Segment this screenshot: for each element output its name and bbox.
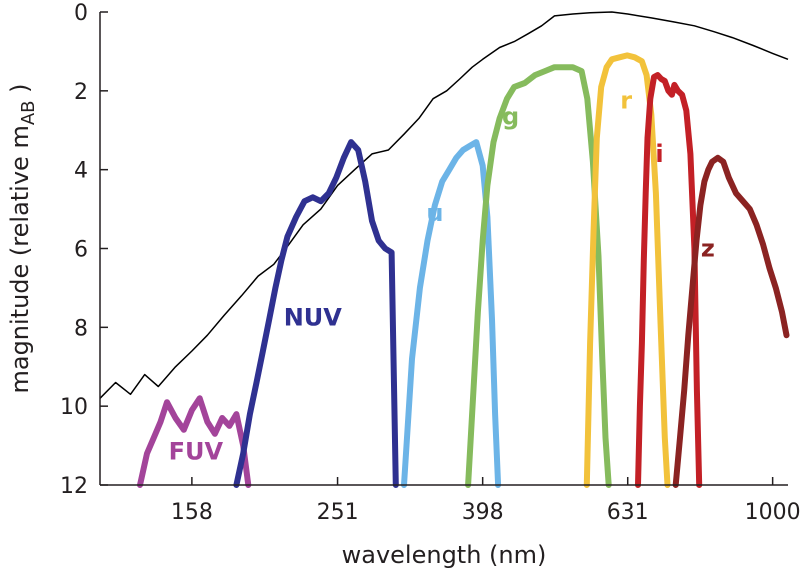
band-label-fuv: FUV [169, 437, 224, 465]
band-label-u: u [426, 199, 443, 227]
series-line-fuv [137, 395, 252, 488]
axes: 158 251 398 631 1000 0 2 4 6 8 10 12 [60, 1, 800, 525]
y-tick-label: 4 [74, 159, 88, 184]
series-line-z [672, 154, 790, 488]
y-tick-label: 12 [60, 474, 88, 499]
band-label-z: z [701, 234, 715, 262]
spectrum-line [99, 11, 789, 399]
y-axis-title-subscript: AB [18, 100, 39, 125]
spectrum-layer [99, 11, 789, 399]
series-line-u [401, 139, 502, 488]
x-axis-ticks: 158 251 398 631 1000 [171, 477, 800, 525]
y-axis-title-main: magnitude (relative m [6, 125, 34, 393]
y-tick-label: 0 [74, 1, 88, 26]
y-tick-label: 2 [74, 80, 88, 105]
y-axis-title-close: ) [6, 83, 34, 100]
filter-series-layer [137, 52, 790, 488]
series-line-nuv [233, 139, 399, 488]
x-tick-label: 251 [317, 500, 359, 525]
x-tick-label: 158 [171, 500, 213, 525]
band-label-r: r [620, 87, 632, 115]
x-tick-label: 398 [462, 500, 504, 525]
series-line-r [583, 52, 671, 488]
x-axis-title: wavelength (nm) [342, 541, 547, 569]
y-axis-ticks: 0 2 4 6 8 10 12 [60, 1, 108, 499]
y-tick-label: 8 [74, 316, 88, 341]
band-label-nuv: NUV [284, 303, 343, 331]
band-label-g: g [502, 102, 519, 130]
y-tick-label: 10 [60, 395, 88, 420]
y-tick-label: 6 [74, 238, 88, 263]
y-axis-title: magnitude (relative mAB ) [6, 83, 39, 393]
x-tick-label: 1000 [745, 500, 800, 525]
band-label-layer: FUV NUV u g ri z [169, 87, 715, 466]
x-tick-label: 631 [607, 500, 649, 525]
band-label-i: i [655, 140, 663, 168]
series-line-i [635, 72, 703, 488]
plot-area: FUV NUV u g ri z [99, 11, 790, 488]
